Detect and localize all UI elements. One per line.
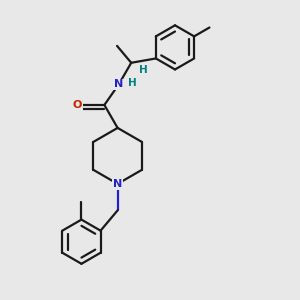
- Text: H: H: [139, 65, 147, 75]
- Text: N: N: [113, 179, 122, 189]
- Text: O: O: [72, 100, 82, 110]
- Text: N: N: [114, 80, 123, 89]
- Text: H: H: [128, 78, 136, 88]
